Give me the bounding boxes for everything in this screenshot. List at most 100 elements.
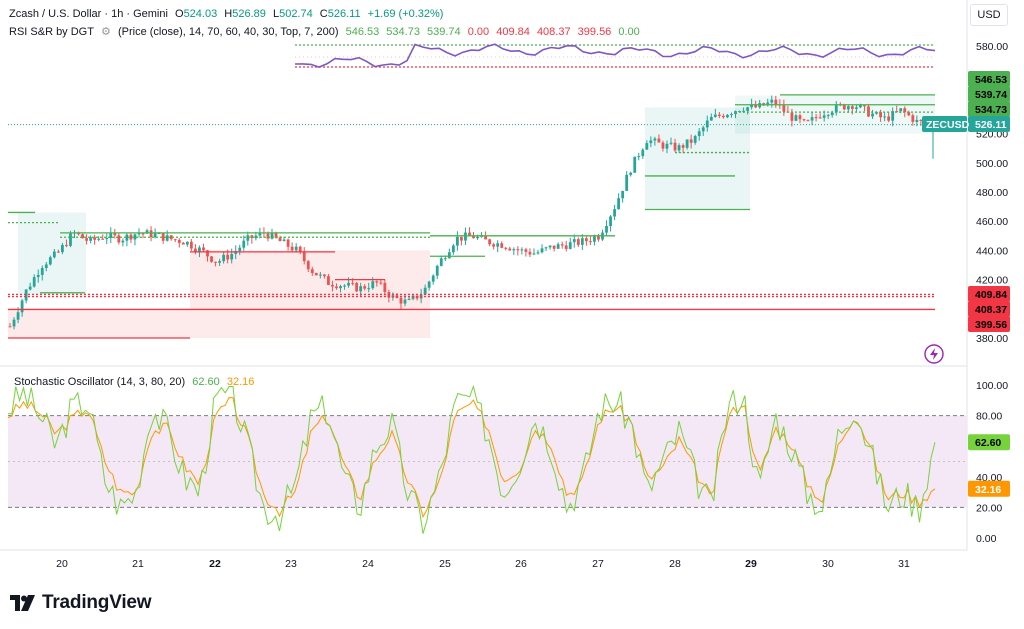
time-axis-label: 31 [898, 558, 910, 570]
time-axis[interactable]: 20 21 22 23 24 25 26 27 28 29 30 31 [56, 558, 910, 570]
candle-body [887, 116, 891, 121]
indicator-value-1: 546.53 [345, 26, 380, 38]
settings-icon[interactable]: ⚙ [101, 26, 111, 38]
change-value: +1.69 (+0.32%) [367, 8, 444, 20]
candle-body [528, 251, 532, 255]
candle-body [81, 234, 84, 239]
resistance-tag-3: 534.73 [968, 101, 1010, 117]
high-value: 526.89 [232, 8, 266, 20]
candle-body [427, 281, 431, 288]
candle-body [105, 238, 109, 240]
candlestick-series [8, 95, 935, 330]
resistance-zone [735, 95, 935, 134]
candle-body [645, 143, 649, 150]
stoch-legend[interactable]: Stochastic Oscillator (14, 3, 80, 20) 62… [14, 376, 258, 388]
candle-body [693, 135, 697, 143]
candle-body [649, 140, 653, 144]
candle-body [403, 299, 407, 304]
candle-body [97, 238, 101, 240]
candle-body [214, 261, 217, 263]
support-tag-3-bg [968, 316, 1010, 332]
candle-body [782, 104, 786, 112]
candle-body [222, 254, 226, 262]
stochastic-oscillator [7, 384, 967, 534]
candle-body [48, 257, 52, 265]
candle-body [871, 113, 874, 117]
candle-body [371, 281, 375, 289]
candle-body [306, 261, 310, 270]
indicator-legend[interactable]: RSI S&R by DGT ⚙ (Price (close), 14, 70,… [9, 25, 644, 38]
tradingview-logo[interactable]: TradingView [10, 592, 152, 614]
candle-body [290, 246, 294, 251]
indicator-value-3: 539.74 [427, 26, 461, 38]
candle-body [568, 242, 572, 249]
candle-body [343, 285, 346, 287]
candle-body [327, 276, 330, 285]
candle-body [121, 240, 125, 243]
candle-body [149, 230, 153, 238]
time-axis-label: 24 [362, 558, 374, 570]
candle-body [52, 251, 56, 258]
last-price-tag-text: 526.11 [975, 119, 1007, 131]
candle-body [93, 237, 97, 240]
candle-body [359, 286, 363, 292]
price-axis-label: 380.00 [976, 333, 1008, 345]
lightning-icon[interactable] [924, 344, 944, 364]
candle-body [367, 288, 371, 290]
time-axis-label: 21 [132, 558, 144, 570]
support-zone [190, 250, 430, 338]
candle-body [822, 115, 826, 118]
candle-body [65, 244, 68, 246]
support-tag-2: 408.37 [968, 301, 1010, 317]
currency-button[interactable]: USD [970, 4, 1008, 26]
support-zone [8, 308, 190, 338]
candle-body [246, 235, 250, 241]
candle-body [798, 115, 802, 120]
candle-body [689, 139, 693, 143]
time-axis-label: 22 [209, 558, 221, 570]
candle-body [488, 239, 492, 245]
candle-body [242, 240, 246, 248]
candle-body [810, 117, 814, 121]
candle-body [339, 286, 342, 289]
candle-body [774, 99, 778, 105]
symbol-legend[interactable]: Zcash / U.S. Dollar · 1h · Gemini O524.0… [9, 8, 447, 20]
candle-body [137, 233, 141, 235]
candle-body [298, 246, 302, 253]
candle-body [447, 252, 451, 259]
candle-body [637, 156, 641, 158]
candle-body [524, 249, 528, 252]
resistance-tag-2-text: 539.74 [975, 89, 1007, 101]
candle-body [61, 244, 64, 253]
time-axis-label: 23 [285, 558, 297, 570]
candle-body [730, 114, 733, 116]
candle-body [850, 106, 854, 109]
candle-body [669, 142, 673, 144]
candle-body [826, 115, 830, 117]
candle-body [855, 107, 858, 109]
symbol-tag-text: ZECUSD [926, 119, 970, 131]
candle-body [794, 115, 798, 121]
candle-body [713, 114, 717, 117]
candle-body [383, 282, 387, 293]
price-axis[interactable]: 580.00560.00540.00520.00500.00480.00460.… [976, 41, 1008, 345]
candle-body [331, 284, 334, 287]
indicator-name: RSI S&R by DGT [9, 26, 94, 38]
candle-body [431, 275, 435, 282]
resistance-zone [645, 107, 750, 210]
candle-body [318, 274, 322, 276]
candle-body [677, 145, 681, 151]
candle-body [593, 236, 596, 242]
candle-body [314, 272, 318, 276]
candle-body [181, 242, 185, 245]
candle-body [709, 116, 713, 121]
candle-body [109, 232, 113, 239]
candle-body [411, 295, 415, 299]
stoch-band [8, 415, 967, 508]
candle-body [891, 111, 895, 121]
candle-body [125, 234, 129, 241]
candle-body [423, 287, 427, 295]
candle-body [254, 235, 258, 239]
